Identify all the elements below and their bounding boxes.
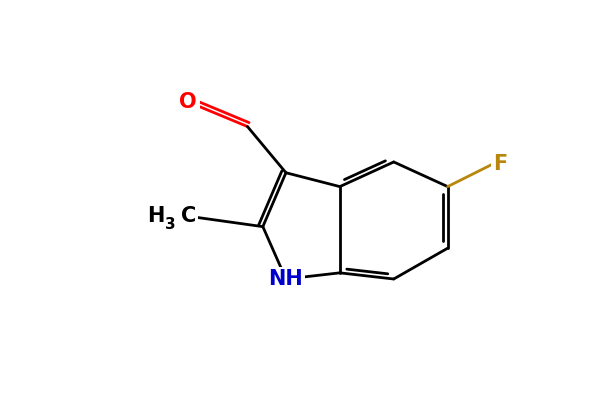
Text: F: F [493, 154, 507, 174]
Text: 3: 3 [165, 217, 176, 232]
Text: NH: NH [269, 269, 304, 289]
Text: H: H [147, 206, 164, 226]
Text: C: C [181, 206, 196, 226]
Text: O: O [179, 92, 197, 112]
